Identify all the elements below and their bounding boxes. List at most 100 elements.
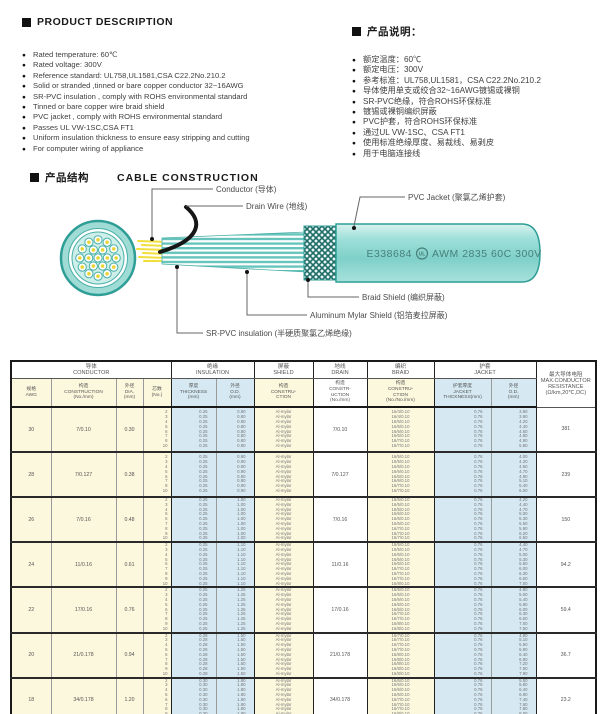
product-description-list: Rated temperature: 60℃Rated voltage: 300… [22,50,340,156]
conductor-dia: 0.38 [116,452,144,498]
insulation-thickness: 0.25 0.25 0.25 0.25 0.25 0.25 0.25 0.25 [171,452,217,498]
group-header-conductor: 导体 CONDUCTOR [11,361,172,379]
max-resistance: 150 [536,497,597,544]
spec-table-head: 导体 CONDUCTOR 绝缘 INSULATION 屏蔽 SHIELD 地线 DRAIN 编织… [11,361,597,408]
core-count: 2 3 4 5 6 7 8 10 [143,407,172,453]
square-bullet-icon [30,173,39,182]
conductor-cores [75,235,121,281]
insulation-od: 1.25 1.25 1.25 1.25 1.25 1.25 1.25 1.25 1.25 [216,587,255,634]
spec-row-awg-30: 30 7/0.10 0.30 2 3 4 5 6 7 8 10 0.25 0.25 0.25 0.25 0.2… [11,407,597,453]
group-header-jacket: 护套 JACKET [434,361,537,379]
insulation-od: 0.90 0.90 0.90 0.90 0.90 0.90 0.90 0.90 [216,452,255,498]
braid-construction: 16/5/0.10 16/5/0.10 16/6/0.10 16/6/0.10 16/6… [367,542,435,589]
column-header-max-resistance: 最大导体电阻 MAX.CONDUCTOR RESISTANCE (Ω/km,20℃,D… [536,361,597,408]
jacket-thickness: 0.760.760.760.760.760.760.760.760.76 [434,677,492,714]
bullet-item: 导体使用单支或绞合32~16AWG镀锡或裸铜 [352,86,598,98]
construction-title-en: CABLE CONSTRUCTION [117,171,259,184]
bullet-item: 使用标准绝缘厚度、易裁线、易剥皮 [352,138,598,150]
product-description-zh-title: 产品说明： [367,26,422,38]
bullet-item: 额定电压：300V [352,65,598,77]
drain-wire [158,205,199,254]
column-header-2: 外径 DIA. (mm) [116,378,144,408]
cable-side-view: E338684 UL AWM 2835 60C 300V [136,205,542,283]
awg: 20 [11,632,52,679]
product-description-zh-list: 额定温度：60℃额定电压：300V参考标准：UL758,UL1581，CSA C… [352,55,598,161]
max-resistance: 59.4 [536,587,597,634]
drain-wire-label: Drain Wire (地线) [246,201,308,211]
construction-title-zh: 产品结构 [45,172,89,184]
conductor-construction: 7/0.16 [51,497,117,544]
braid-construction: 16/6/0.10 16/6/0.10 16/6/0.10 16/6/0.10 16/7… [367,677,435,714]
awg: 30 [11,407,52,453]
bullet-item: Uniform insulation thickness to ensure e… [22,133,340,145]
drain-construction: 21/0.178 [313,632,368,679]
bullet-item: Rated temperature: 60℃ [22,50,340,62]
braid-construction: 16/4/0.10 16/4/0.10 16/5/0.10 16/5/0.10 16/6… [367,407,435,453]
bullet-item: SR-PVC insulation , comply with ROHS env… [22,92,340,104]
bullet-item: 用于电脑连接线 [352,149,598,161]
max-resistance: 239 [536,452,597,498]
bullet-item: For computer wiring of appliance [22,144,340,156]
product-description-zh-header: 产品说明： [352,24,598,39]
specification-table: 导体 CONDUCTOR 绝缘 INSULATION 屏蔽 SHIELD 地线 DRAIN 编织… [10,360,598,714]
awg: 26 [11,497,52,544]
conductor-dia: 1.20 [116,677,144,714]
bullet-item: 通过UL VW-1SC、CSA FT1 [352,128,598,140]
awg: 18 [11,677,52,714]
bullet-item: SR-PVC绝缘，符合ROHS环保标准 [352,97,598,109]
group-header-insulation: 绝缘 INSULATION [171,361,255,379]
square-bullet-icon [352,27,361,36]
jacket-thickness: 0.76 0.76 0.76 0.76 0.76 0.76 0.76 0.76 [434,407,492,453]
cable-cross-section [59,219,137,297]
insulation-thickness: 0.25 0.25 0.25 0.25 0.25 0.25 0.25 0.25 0.25 [171,587,217,634]
shield-construction: Al-mylar Al-mylar Al-mylar Al-mylar Al-mylar… [254,587,314,634]
insulation-thickness: 0.25 0.25 0.25 0.25 0.25 0.25 0.25 0.25 0.25 [171,542,217,589]
shield-construction: Al-mylar Al-mylar Al-mylar Al-mylar Al-mylar… [254,497,314,544]
conductor-construction: 34/0.178 [51,677,117,714]
bullet-item: Rated voltage: 300V [22,60,340,72]
jacket-od: 4.20 4.40 4.70 5.00 5.30 5.60 5.90 6.20 6.50 [491,497,537,544]
braid-construction: 16/5/0.10 16/5/0.10 16/5/0.10 16/6/0.10 16/6… [367,452,435,498]
shield-construction: Al-mylar Al-mylar Al-mylar Al-mylar Al-mylar… [254,452,314,498]
core-count: 2 3 4 5 6 7 8 10 [143,452,172,498]
column-header-5: 外径 O.D. (mm) [216,378,255,408]
insulation-od: 1.50 1.50 1.50 1.50 1.50 1.50 1.50 1.50 1.50 [216,632,255,679]
jacket-print-spec: AWM 2835 60C 300V [432,248,542,260]
column-header-3: 芯数 (No.) [143,378,172,408]
column-header-9: 护套厚度 JACKET THICKNESS(mm) [434,378,492,408]
pvc-jacket-label: PVC Jacket (聚氯乙烯护套) [408,192,506,202]
insulation-od: 1.801.801.801.801.801.801.801.801.80 [216,677,255,714]
bullet-item: 参考标准：UL758,UL1581，CSA C22.2No.210.2 [352,76,598,88]
mylar-striped-bundle [161,231,307,273]
group-header-braid: 编织 BRAID [367,361,435,379]
insulation-thickness: 0.28 0.28 0.28 0.28 0.28 0.28 0.28 0.28 0.28 [171,632,217,679]
pvc-jacket-body [335,223,541,283]
svg-text:UL: UL [419,252,426,258]
awg: 22 [11,587,52,634]
braid-construction: 16/5/0.10 16/5/0.10 16/6/0.10 16/6/0.10 16/6… [367,587,435,634]
spec-row-awg-26: 26 7/0.16 0.48 2 3 4 5 6 7 8 9 10 0.25 0.25 0.25 0.25 0.… [11,497,597,544]
column-header-1: 构造 CONSTRUCTION (No./mm) [51,378,117,408]
conductor-construction: 7/0.10 [51,407,117,453]
jacket-od: 3.80 3.90 4.20 4.40 4.60 4.80 4.90 5.80 [491,407,537,453]
shield-construction: Al-mylar Al-mylar Al-mylar Al-mylar Al-mylar… [254,407,314,453]
insulation-thickness: 0.25 0.25 0.25 0.25 0.25 0.25 0.25 0.25 [171,407,217,453]
conductor-dia: 0.61 [116,542,144,589]
bullet-item: Solid or stranded ,tinned or bare copper… [22,81,340,93]
aluminum-mylar-shield-label: Aluminum Mylar Shield (铝箔麦拉屏蔽) [310,310,448,320]
insulation-thickness: 0.300.300.300.300.300.300.300.300.30 [171,677,217,714]
conductor-construction: 7/0.127 [51,452,117,498]
spec-table-body: 30 7/0.10 0.30 2 3 4 5 6 7 8 10 0.25 0.25 0.25 0.25 0.2… [11,407,597,714]
drain-construction: 7/0.10 [313,407,368,453]
bullet-item: Tinned or bare copper wire braid shield [22,102,340,114]
awg: 24 [11,542,52,589]
insulation-od: 1.10 1.10 1.10 1.10 1.10 1.10 1.10 1.10 1.10 [216,542,255,589]
jacket-od: 4.40 4.70 5.00 5.30 5.60 6.00 6.30 6.60 7.00 [491,542,537,589]
bullet-item: PVC护套，符合ROHS环保标准 [352,117,598,129]
conductor-dia: 0.30 [116,407,144,453]
awg: 28 [11,452,52,498]
column-header-6: 构造 CONSTRU- CTION [254,378,314,408]
